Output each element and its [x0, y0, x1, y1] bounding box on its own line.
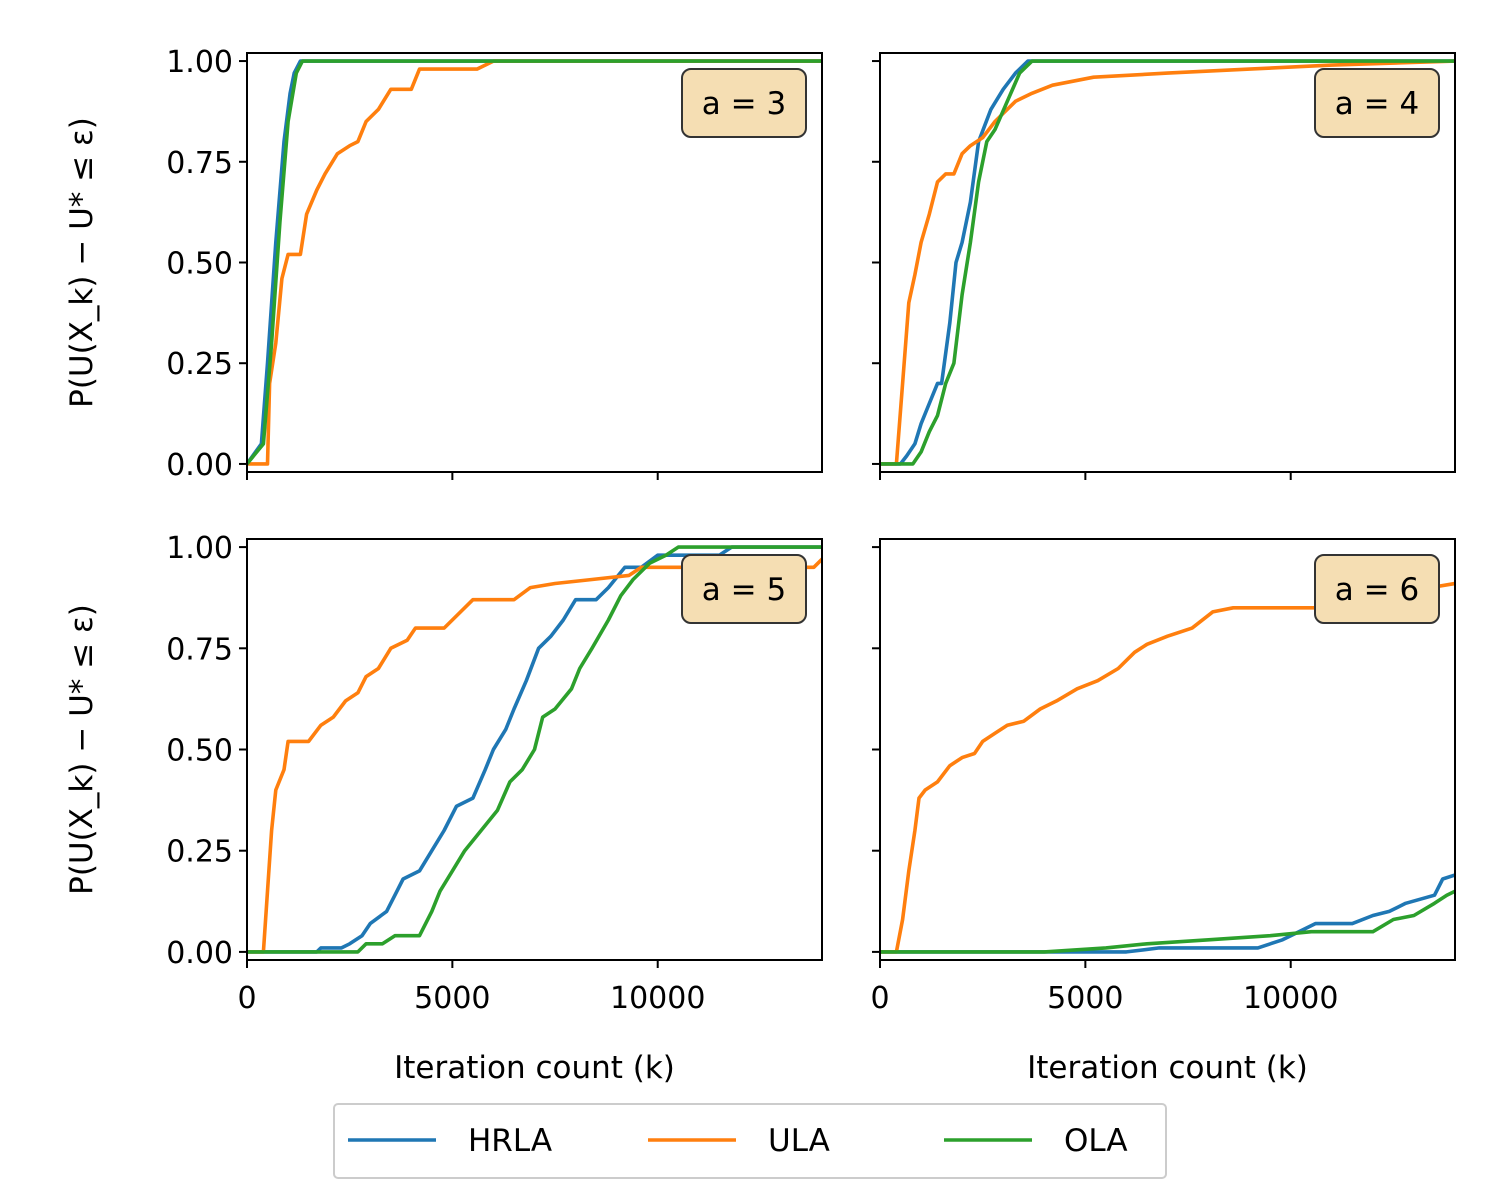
annotation-box — [681, 68, 807, 138]
series-line-ola — [247, 545, 822, 954]
plot-area — [880, 59, 1455, 466]
x-tick-label: 5000 — [414, 981, 490, 1016]
legend-frame — [333, 1103, 1167, 1179]
y-tick-label: 0.25 — [166, 347, 233, 382]
series-line-ula — [247, 556, 822, 954]
series-line-hrla — [247, 545, 822, 954]
series-line-ula — [880, 581, 1455, 954]
y-tick-label: 1.00 — [166, 531, 233, 566]
series-line-hrla — [247, 59, 822, 467]
y-axis-label: P(U(X_k) − U* ≤ ε) — [64, 604, 100, 895]
y-tick-label: 0.25 — [166, 835, 233, 870]
annotation-box — [1314, 68, 1440, 138]
legend-label-ula: ULA — [768, 1123, 830, 1159]
y-tick-label: 0.50 — [166, 247, 233, 282]
y-tick-label: 0.75 — [166, 146, 233, 181]
plot-area — [247, 545, 822, 954]
x-axis-label: Iteration count (k) — [394, 1050, 675, 1086]
subplot-2: a = 4 — [872, 52, 1456, 480]
series-line-hrla — [880, 873, 1455, 954]
plot-area — [880, 581, 1455, 954]
x-tick-label: 0 — [237, 981, 256, 1016]
subplot-1: 0.00 0.25 0.50 0.75 1.00 a = 3 P(U(X_k) − U* ≤… — [64, 45, 823, 483]
x-tick-label: 10000 — [1243, 981, 1338, 1016]
series-line-ola — [880, 59, 1455, 466]
annotation-box — [1314, 554, 1440, 624]
y-tick-label: 1.00 — [166, 45, 233, 80]
y-tick-label: 0.00 — [166, 448, 233, 483]
series-line-ola — [880, 889, 1455, 954]
legend-label-hrla: HRLA — [468, 1123, 552, 1159]
series-line-ula — [247, 59, 822, 466]
x-tick-label: 0 — [870, 981, 889, 1016]
x-axis-label: Iteration count (k) — [1027, 1050, 1308, 1086]
series-line-ula — [880, 59, 1455, 466]
series-line-hrla — [880, 59, 1455, 466]
annotation-label: a = 6 — [1335, 572, 1419, 608]
subplot-4: 0 5000 10000 a = 6 Iteration count (k) — [870, 538, 1456, 1086]
legend: HRLA ULA OLA — [333, 1103, 1167, 1179]
annotation-label: a = 3 — [702, 86, 786, 122]
y-tick-label: 0.50 — [166, 734, 233, 769]
annotation-label: a = 4 — [1335, 86, 1419, 122]
annotation-box — [681, 554, 807, 624]
y-axis-label: P(U(X_k) − U* ≤ ε) — [64, 117, 100, 408]
y-tick-label: 0.75 — [166, 632, 233, 667]
plot-area — [247, 59, 822, 467]
legend-label-ola: OLA — [1064, 1123, 1128, 1159]
y-tick-label: 0.00 — [166, 936, 233, 971]
x-tick-label: 5000 — [1047, 981, 1123, 1016]
subplot-3: 0.00 0.25 0.50 0.75 1.00 0 5000 10000 a = 5 P(U(X… — [64, 531, 823, 1086]
series-line-ola — [247, 59, 822, 467]
x-tick-label: 10000 — [610, 981, 705, 1016]
annotation-label: a = 5 — [702, 572, 786, 608]
